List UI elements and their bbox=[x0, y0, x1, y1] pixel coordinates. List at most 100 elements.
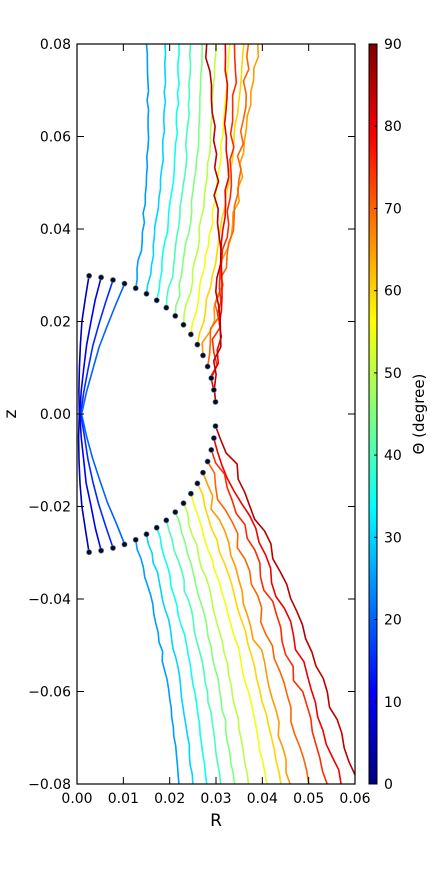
launch-point-165 bbox=[110, 545, 116, 551]
colorbar-tick-label: 0 bbox=[384, 777, 393, 793]
streamline-theta-160 bbox=[80, 413, 126, 545]
x-axis-title: R bbox=[210, 811, 222, 831]
y-axis-title: z bbox=[1, 409, 21, 418]
streamline-theta-100 bbox=[212, 437, 342, 785]
launch-point-80 bbox=[210, 386, 217, 393]
colorbar-ticks: 0 10 20 30 40 50 60 70 80 90 bbox=[374, 37, 402, 793]
streamline-theta-85 bbox=[205, 43, 222, 403]
colorbar-tick-label: 50 bbox=[384, 366, 402, 382]
streamline-series bbox=[77, 43, 356, 785]
streamline-theta-155 bbox=[135, 539, 180, 785]
launch-point-70 bbox=[204, 363, 211, 370]
streamline-theta-135 bbox=[174, 511, 236, 785]
x-tick-label: 0.05 bbox=[293, 791, 324, 807]
colorbar-tick-label: 40 bbox=[384, 448, 402, 464]
x-tick-label: 0.03 bbox=[200, 791, 231, 807]
x-tick-label: 0.02 bbox=[154, 791, 185, 807]
launch-point-15 bbox=[110, 277, 116, 283]
colorbar-tick-label: 30 bbox=[384, 530, 402, 546]
streamline-theta-10 bbox=[79, 277, 102, 415]
launch-point-130 bbox=[180, 500, 187, 507]
y-tick-label: −0.08 bbox=[28, 777, 71, 793]
launch-point-160 bbox=[121, 541, 128, 548]
launch-point-100 bbox=[210, 435, 217, 441]
launch-point-150 bbox=[143, 531, 150, 538]
launch-point-55 bbox=[187, 331, 194, 338]
colorbar-tick-label: 90 bbox=[384, 37, 402, 53]
streamline-theta-35 bbox=[155, 43, 180, 301]
streamline-theta-145 bbox=[155, 527, 208, 785]
streamline-theta-110 bbox=[207, 461, 310, 785]
launch-point-45 bbox=[172, 312, 179, 319]
streamline-theta-40 bbox=[165, 43, 192, 308]
launch-point-110 bbox=[204, 458, 211, 465]
streamline-theta-95 bbox=[214, 425, 356, 776]
launch-points bbox=[86, 272, 219, 556]
y-tick-label: 0.06 bbox=[40, 130, 71, 146]
streamline-theta-5 bbox=[78, 275, 90, 415]
x-axis: 0.00 0.01 0.02 0.03 0.04 0.05 0.06 bbox=[61, 44, 371, 807]
y-tick-label: −0.02 bbox=[28, 500, 71, 516]
streamline-theta-150 bbox=[145, 534, 194, 785]
launch-point-140 bbox=[163, 517, 170, 524]
y-tick-label: 0.08 bbox=[40, 37, 71, 53]
launch-point-75 bbox=[208, 375, 215, 381]
streamline-theta-50 bbox=[182, 43, 217, 325]
streamline-theta-15 bbox=[79, 279, 114, 415]
streamline-theta-175 bbox=[77, 413, 90, 553]
colorbar-tick-label: 60 bbox=[384, 284, 402, 300]
launch-point-170 bbox=[98, 547, 104, 554]
streamline-theta-45 bbox=[174, 43, 203, 317]
y-axis: 0.08 0.06 0.04 0.02 0.00 −0.02 −0.04 −0.06 −0.08 bbox=[28, 37, 355, 793]
y-tick-label: 0.04 bbox=[40, 222, 71, 238]
launch-point-5 bbox=[86, 272, 92, 279]
streamline-theta-115 bbox=[202, 472, 291, 785]
y-tick-label: 0.00 bbox=[40, 407, 71, 423]
launch-point-115 bbox=[200, 469, 206, 476]
launch-point-145 bbox=[153, 524, 160, 531]
launch-point-105 bbox=[208, 446, 215, 453]
launch-point-125 bbox=[187, 490, 194, 497]
launch-point-20 bbox=[121, 280, 128, 287]
launch-point-50 bbox=[180, 321, 187, 328]
streamline-theta-30 bbox=[145, 43, 167, 294]
streamline-theta-120 bbox=[196, 483, 282, 785]
launch-point-175 bbox=[86, 549, 92, 556]
x-tick-label: 0.06 bbox=[339, 791, 370, 807]
launch-point-30 bbox=[143, 290, 150, 297]
launch-point-25 bbox=[132, 285, 139, 292]
colorbar-title: Θ (degree) bbox=[410, 374, 428, 455]
y-tick-label: −0.04 bbox=[28, 592, 71, 608]
x-tick-label: 0.00 bbox=[61, 791, 92, 807]
streamline-theta-165 bbox=[79, 413, 114, 549]
launch-point-40 bbox=[163, 304, 170, 311]
streamline-theta-105 bbox=[210, 449, 328, 785]
streamline-theta-125 bbox=[190, 493, 268, 785]
x-tick-label: 0.04 bbox=[247, 791, 278, 807]
launch-point-10 bbox=[98, 274, 104, 281]
y-tick-label: −0.06 bbox=[28, 685, 71, 701]
colorbar-tick-label: 20 bbox=[384, 613, 402, 629]
streamline-theta-130 bbox=[182, 502, 250, 785]
streamline-theta-170 bbox=[79, 413, 102, 551]
y-tick-label: 0.02 bbox=[40, 315, 71, 331]
launch-point-85 bbox=[212, 398, 219, 405]
streamline-theta-25 bbox=[135, 43, 150, 289]
x-tick-label: 0.01 bbox=[108, 791, 139, 807]
streamline-theta-140 bbox=[165, 520, 222, 785]
colorbar-tick-label: 10 bbox=[384, 695, 402, 711]
launch-point-60 bbox=[194, 341, 201, 348]
launch-point-120 bbox=[194, 480, 201, 487]
launch-point-155 bbox=[132, 536, 139, 543]
streamline-theta-20 bbox=[80, 283, 126, 415]
colorbar bbox=[368, 43, 378, 785]
launch-point-95 bbox=[212, 423, 219, 429]
launch-point-35 bbox=[153, 297, 160, 304]
colorbar-tick-label: 70 bbox=[384, 201, 402, 217]
launch-point-65 bbox=[200, 352, 206, 359]
colorbar-tick-label: 80 bbox=[384, 119, 402, 135]
launch-point-135 bbox=[172, 509, 179, 515]
